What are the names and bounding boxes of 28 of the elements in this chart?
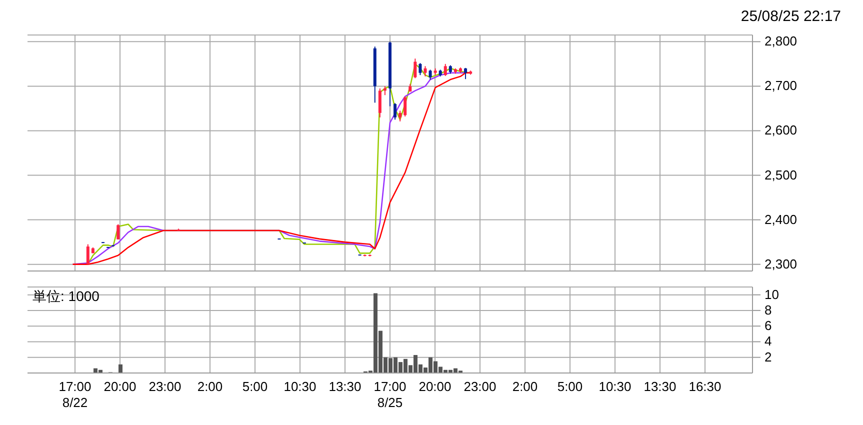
y-tick-label: 2,500 <box>764 167 798 182</box>
x-tick-label: 20:00 <box>418 379 452 394</box>
y-tick-label: 2,400 <box>764 212 798 227</box>
x-tick-label: 20:00 <box>104 379 136 394</box>
y-tick-label: 2,600 <box>764 122 798 138</box>
y-tick-label: 2,300 <box>764 256 798 272</box>
x-tick-label: 5:00 <box>557 379 583 394</box>
x-tick-label: 10:30 <box>598 379 632 394</box>
x-tick-label: 17:00 8/22 <box>58 379 92 410</box>
y-tick-label: 10 <box>764 286 779 302</box>
y-tick-label: 2,700 <box>764 78 798 94</box>
x-tick-label: 2:00 <box>197 379 223 394</box>
y-axis-title: 単位: 1000 <box>32 288 100 304</box>
x-tick-label: 13:30 <box>644 379 676 394</box>
x-tick-label: 2:00 <box>512 379 538 394</box>
x-tick-label: 17:00 8/25 <box>374 379 406 410</box>
y-tick-label: 8 <box>764 302 772 318</box>
y-tick-label: 2,800 <box>764 34 798 49</box>
x-tick-label: 10:30 <box>284 379 316 394</box>
x-tick-label: 5:00 <box>242 379 268 394</box>
x-tick-label: 13:30 <box>328 379 362 394</box>
text: 25/08/25 22:17 <box>740 8 841 25</box>
x-tick-label: 16:30 <box>688 379 722 394</box>
x-tick-label: 23:00 <box>464 379 496 394</box>
x-tick-label: 23:00 <box>148 379 182 394</box>
y-tick-label: 4 <box>764 334 772 349</box>
y-tick-label: 6 <box>764 318 772 334</box>
y-tick-label: 2 <box>764 349 772 364</box>
